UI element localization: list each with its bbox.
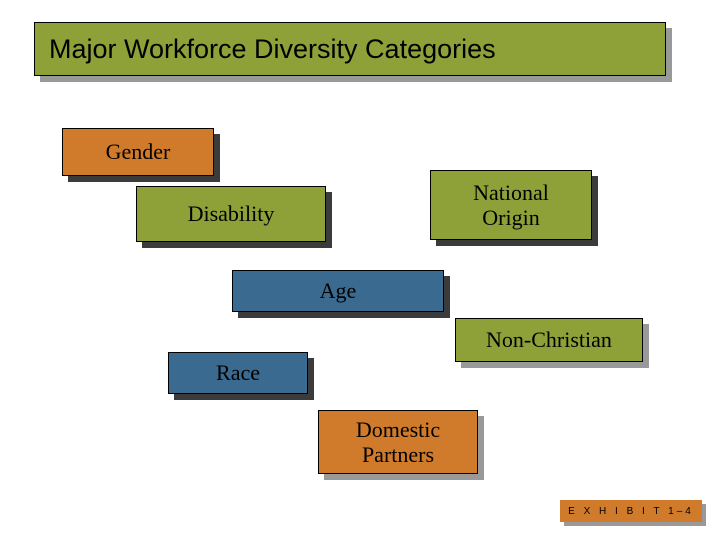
box-non-christian: Non-Christian	[455, 318, 643, 362]
box-disability-label: Disability	[188, 201, 275, 226]
slide-title-text: Major Workforce Diversity Categories	[49, 34, 496, 65]
box-disability: Disability	[136, 186, 326, 242]
exhibit-tag: E X H I B I T 1–4	[560, 500, 702, 522]
box-race-label: Race	[216, 360, 260, 385]
box-race: Race	[168, 352, 308, 394]
box-domestic-partners-label: Domestic Partners	[356, 417, 440, 468]
box-national-origin-label: National Origin	[473, 180, 549, 231]
box-age: Age	[232, 270, 444, 312]
slide-title: Major Workforce Diversity Categories	[34, 22, 666, 76]
box-gender-label: Gender	[106, 139, 171, 164]
box-age-label: Age	[320, 278, 357, 303]
box-gender: Gender	[62, 128, 214, 176]
box-national-origin: National Origin	[430, 170, 592, 240]
box-non-christian-label: Non-Christian	[486, 327, 612, 352]
exhibit-text: E X H I B I T 1–4	[568, 506, 694, 517]
box-domestic-partners: Domestic Partners	[318, 410, 478, 474]
